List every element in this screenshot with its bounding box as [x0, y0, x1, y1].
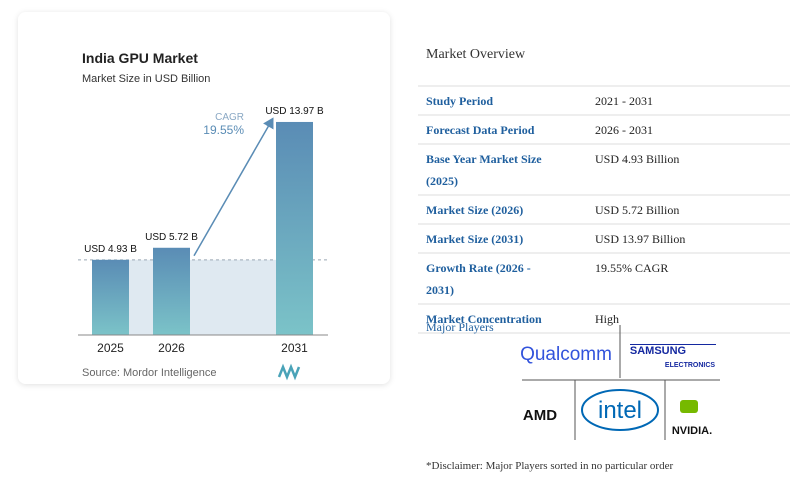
player-logo: ELECTRONICS [665, 362, 716, 369]
logo-rule [630, 344, 716, 345]
row-value: 19.55% CAGR [595, 261, 668, 275]
logo-ring [581, 389, 659, 431]
bar [92, 259, 129, 335]
x-tick-label: 2025 [97, 341, 124, 355]
disclaimer: *Disclaimer: Major Players sorted in no … [426, 460, 673, 472]
chart-subtitle: Market Size in USD Billion [82, 73, 210, 85]
row-label: Forecast Data Period [426, 123, 535, 137]
value-label: USD 4.93 B [84, 244, 137, 255]
bar [153, 247, 190, 335]
players-title: Major Players [426, 320, 494, 334]
players-grid [522, 325, 720, 440]
row-value: USD 13.97 Billion [595, 232, 685, 246]
row-label: Base Year Market Size (2025) [426, 152, 542, 188]
cagr-arrow [193, 117, 274, 257]
row-label-part: 2031) [426, 283, 454, 297]
row-value: USD 4.93 Billion [595, 152, 679, 166]
player-logo: Qualcomm [520, 344, 612, 365]
cagr-value: 19.55% [203, 123, 244, 137]
overview-table: Study Period 2021 - 2031 Forecast Data Per… [418, 85, 790, 334]
row-label: Market Size (2026) [426, 203, 523, 217]
row-value: 2021 - 2031 [595, 94, 653, 108]
row-value: High [595, 312, 619, 326]
row-label: Market Concentration [426, 312, 542, 326]
logo-eye [680, 400, 698, 413]
row-label-part: Growth Rate (2026 - [426, 261, 531, 275]
row-label: Growth Rate (2026 - 2031) [426, 261, 531, 297]
row-value: USD 5.72 Billion [595, 203, 679, 217]
row-label: Study Period [426, 94, 493, 108]
value-label: USD 5.72 B [145, 232, 198, 243]
x-tick-label: 2031 [281, 341, 308, 355]
brand-logo [277, 363, 301, 381]
chart-title: India GPU Market [82, 50, 198, 66]
player-logo: intel [598, 397, 642, 424]
player-logo: AMD [523, 407, 557, 424]
chart: USD 4.93 B 2025 USD 5.72 B 2026 USD 13.97 B 2… [78, 106, 328, 355]
x-tick-label: 2026 [158, 341, 185, 355]
player-logo: SAMSUNG [630, 345, 686, 357]
row-value: 2026 - 2031 [595, 123, 653, 137]
value-label: USD 13.97 B [265, 106, 324, 117]
source: Source: Mordor Intelligence [82, 367, 217, 379]
row-label-part: Base Year Market Size [426, 152, 542, 166]
player-logo: NVIDIA. [672, 425, 712, 437]
row-label-part: (2025) [426, 174, 458, 188]
bar [276, 121, 313, 336]
cagr-label: CAGR [215, 112, 244, 123]
row-label: Market Size (2031) [426, 232, 523, 246]
overview-title: Market Overview [426, 47, 526, 62]
